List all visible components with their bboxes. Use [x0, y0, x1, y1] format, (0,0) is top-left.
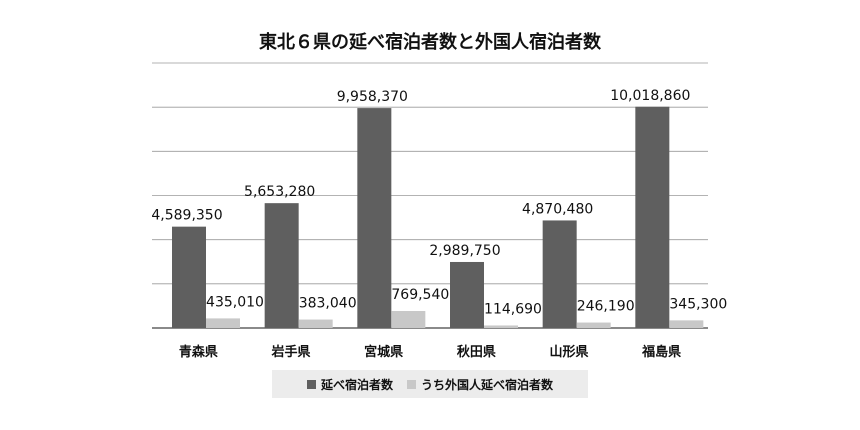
x-tick-label: 福島県	[641, 344, 681, 360]
data-label-total: 2,989,750	[429, 243, 500, 259]
legend-item-foreign: うち外国人延べ宿泊者数	[407, 376, 553, 393]
legend-label-total: 延べ宿泊者数	[320, 377, 393, 392]
data-label-foreign: 246,190	[577, 299, 635, 315]
x-tick-label: 青森県	[179, 344, 218, 360]
bar-total	[450, 261, 484, 328]
legend-swatch-foreign	[407, 379, 416, 389]
bar-foreign	[206, 318, 240, 328]
legend-item-total: 延べ宿泊者数	[306, 376, 393, 393]
x-tick-label: 秋田県	[457, 344, 496, 360]
data-label-foreign: 114,690	[484, 301, 542, 317]
bar-total	[264, 203, 299, 328]
data-label-total: 5,653,280	[244, 184, 315, 200]
bar-foreign	[484, 325, 518, 328]
bar-total	[635, 106, 670, 328]
bar-foreign	[669, 320, 704, 328]
legend-swatch-total	[306, 379, 316, 389]
bar-foreign	[298, 319, 333, 328]
x-tick-label: 宮城県	[364, 344, 403, 360]
bar-foreign	[391, 311, 426, 328]
data-label-foreign: 345,300	[669, 296, 727, 312]
data-label-foreign: 435,010	[206, 294, 264, 310]
bar-total	[172, 226, 206, 328]
bar-foreign	[576, 322, 611, 328]
legend-label-foreign: うち外国人延べ宿泊者数	[421, 377, 554, 392]
data-label-total: 4,589,350	[151, 208, 222, 224]
legend: 延べ宿泊者数 うち外国人延べ宿泊者数	[272, 370, 588, 398]
data-label-total: 9,958,370	[337, 89, 408, 105]
data-label-total: 4,870,480	[522, 201, 593, 217]
data-label-foreign: 383,040	[299, 296, 357, 312]
x-tick-label: 岩手県	[270, 344, 310, 360]
x-tick-label: 山形県	[549, 344, 588, 360]
bar-total	[542, 220, 577, 328]
bar-total	[357, 108, 392, 328]
data-label-foreign: 769,540	[391, 287, 449, 303]
data-label-total: 10,018,860	[610, 88, 690, 104]
chart-title: 東北６県の延べ宿泊者数と外国人宿泊者数	[259, 32, 601, 53]
